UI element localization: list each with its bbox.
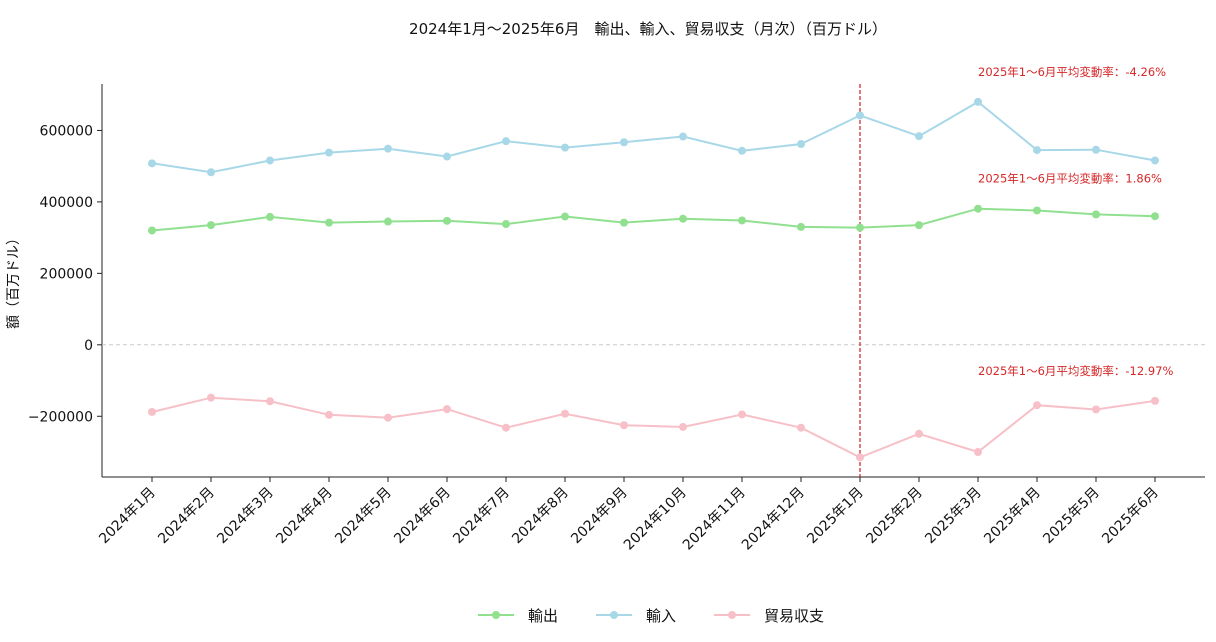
data-point: [1033, 206, 1041, 215]
data-point: [679, 214, 687, 223]
data-point: [856, 223, 864, 232]
data-point: [1092, 145, 1100, 154]
annotation-label: 2025年1～6月平均変動率：1.86%: [978, 172, 1162, 186]
data-point: [620, 138, 628, 147]
data-point: [325, 410, 333, 419]
data-point: [974, 204, 982, 213]
data-point: [1092, 405, 1100, 414]
y-tick-label: 600000: [40, 123, 93, 139]
y-tick-label: 400000: [40, 195, 93, 211]
data-point: [207, 221, 215, 230]
data-point: [325, 218, 333, 227]
data-point: [738, 146, 746, 155]
data-point: [1033, 146, 1041, 155]
data-point: [1151, 212, 1159, 221]
legend-label: 輸出: [528, 607, 558, 625]
data-point: [443, 152, 451, 161]
data-point: [915, 221, 923, 230]
legend-label: 貿易収支: [764, 607, 824, 625]
x-tick-label: 2025年2月: [863, 485, 926, 548]
x-tick-label: 2024年8月: [509, 485, 572, 548]
data-point: [207, 168, 215, 177]
x-tick-label: 2025年6月: [1099, 485, 1162, 548]
x-tick-label: 2024年5月: [332, 485, 395, 548]
plot-area: −200000 0 200000 400000 600000 2024年1月2024年2月…: [28, 65, 1205, 554]
data-point: [443, 216, 451, 225]
data-point: [738, 216, 746, 225]
data-point: [561, 409, 569, 418]
data-point: [502, 423, 510, 432]
x-tick-label: 2024年10月: [621, 485, 690, 554]
data-point: [974, 97, 982, 106]
data-point: [679, 132, 687, 141]
data-point: [443, 405, 451, 414]
data-point: [797, 140, 805, 149]
data-point: [1151, 396, 1159, 405]
x-tick-label: 2024年11月: [680, 485, 749, 554]
legend: 輸出 輸入 貿易収支: [478, 607, 824, 625]
data-point: [148, 407, 156, 416]
y-axis-label: 額（百万ドル）: [6, 231, 22, 329]
series-line: [151, 207, 1156, 232]
x-tick-label: 2024年1月: [96, 485, 159, 548]
data-point: [502, 137, 510, 146]
data-point: [620, 218, 628, 227]
x-tick-label: 2025年1月: [804, 485, 867, 548]
data-point: [384, 413, 392, 422]
data-point: [502, 220, 510, 229]
series-line: [151, 396, 1156, 459]
legend-swatch-marker: [610, 611, 618, 619]
x-tick-label: 2024年12月: [739, 485, 808, 554]
x-tick-label: 2024年4月: [273, 485, 336, 548]
annotation-label: 2025年1～6月平均変動率：-4.26%: [978, 65, 1166, 79]
data-point: [266, 212, 274, 221]
data-point: [915, 429, 923, 438]
data-point: [620, 421, 628, 430]
data-point: [856, 453, 864, 462]
annotation-label: 2025年1～6月平均変動率：-12.97%: [978, 364, 1173, 378]
x-tick-label: 2024年2月: [155, 485, 218, 548]
data-point: [384, 144, 392, 153]
data-point: [561, 143, 569, 152]
x-tick-label: 2024年9月: [568, 485, 631, 548]
data-point: [856, 111, 864, 120]
y-tick-label: 200000: [40, 266, 93, 282]
legend-swatch-marker: [492, 611, 500, 619]
x-tick-label: 2024年7月: [450, 485, 513, 548]
data-point: [325, 148, 333, 157]
data-point: [797, 222, 805, 231]
data-point: [1033, 401, 1041, 410]
data-point: [738, 410, 746, 419]
data-point: [384, 217, 392, 226]
x-tick-label: 2025年5月: [1040, 485, 1103, 548]
legend-swatch-marker: [728, 611, 736, 619]
data-point: [797, 423, 805, 432]
data-point: [561, 212, 569, 221]
data-point: [207, 393, 215, 402]
series-line: [151, 100, 1156, 174]
data-point: [266, 156, 274, 165]
data-point: [679, 422, 687, 431]
data-point: [148, 226, 156, 235]
data-point: [915, 132, 923, 141]
x-tick-label: 2024年6月: [391, 485, 454, 548]
data-point: [974, 447, 982, 456]
data-point: [148, 159, 156, 168]
x-tick-label: 2024年3月: [214, 485, 277, 548]
data-point: [266, 397, 274, 406]
x-tick-label: 2025年4月: [981, 485, 1044, 548]
data-point: [1092, 210, 1100, 219]
y-tick-label: −200000: [28, 409, 93, 425]
chart-title: 2024年1月～2025年6月 輸出、輸入、貿易収支（月次）（百万ドル）: [409, 20, 887, 38]
data-point: [1151, 156, 1159, 165]
x-tick-label: 2025年3月: [922, 485, 985, 548]
legend-label: 輸入: [646, 607, 676, 625]
y-tick-label: 0: [84, 338, 93, 354]
